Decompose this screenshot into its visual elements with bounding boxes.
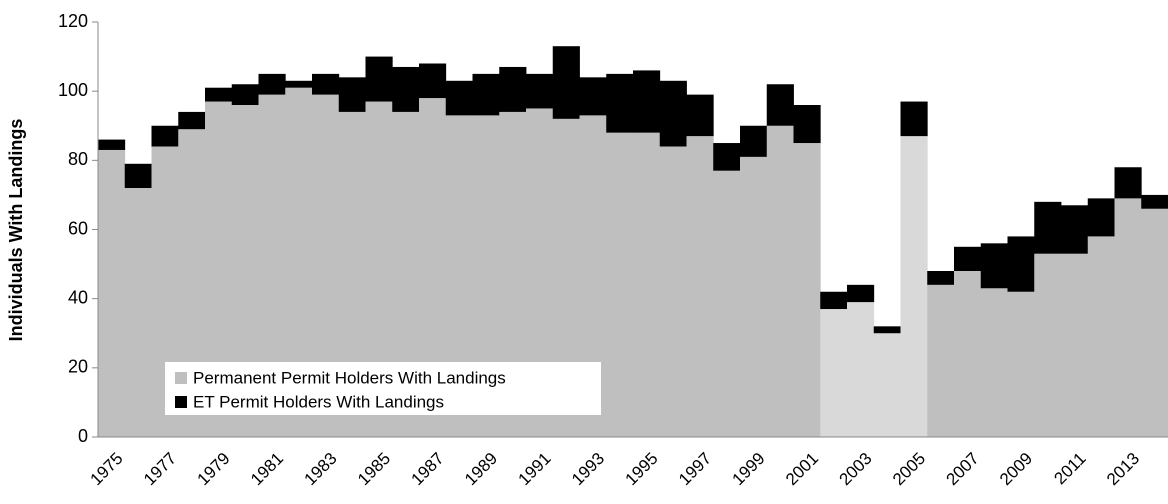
y-tick-label: 60 xyxy=(68,218,88,238)
bar-segment xyxy=(713,143,741,171)
x-tick-label: 1995 xyxy=(622,449,662,489)
bar-segment xyxy=(606,132,634,437)
y-tick-label: 0 xyxy=(78,426,88,446)
x-tick-label: 1993 xyxy=(568,449,608,489)
x-tick-label: 1991 xyxy=(515,449,555,489)
bar-segment xyxy=(633,70,661,133)
legend-box xyxy=(165,362,601,415)
x-tick-label: 2013 xyxy=(1103,449,1143,489)
bar-segment xyxy=(1034,201,1062,254)
bar-segment xyxy=(365,56,393,102)
bar-segment xyxy=(419,63,447,99)
bar-segment xyxy=(1034,253,1062,437)
bar-segment xyxy=(954,271,982,437)
x-tick-label: 1979 xyxy=(194,449,234,489)
bar-segment xyxy=(713,170,741,438)
bar-segment xyxy=(1141,208,1168,437)
bar-segment xyxy=(980,288,1008,437)
bar-segment xyxy=(766,125,794,437)
x-tick-label: 2011 xyxy=(1050,449,1089,488)
bar-segment xyxy=(124,163,152,188)
x-tick-label: 2003 xyxy=(836,449,876,489)
bar-segment xyxy=(820,309,848,437)
x-tick-label: 2001 xyxy=(782,449,822,489)
bar-segment xyxy=(847,284,875,303)
bar-segment xyxy=(927,271,955,285)
bar-segment xyxy=(900,136,928,437)
bar-segment xyxy=(392,66,420,112)
bar-segment xyxy=(980,243,1008,289)
bar-segment xyxy=(231,84,259,105)
bar-segment xyxy=(445,80,473,116)
x-tick-label: 1999 xyxy=(729,449,769,489)
bar-segment xyxy=(633,132,661,437)
bar-segment xyxy=(338,77,366,112)
bar-segment xyxy=(847,302,875,437)
bar-segment xyxy=(1114,198,1142,437)
x-tick-label: 2007 xyxy=(943,449,983,489)
bar-segment xyxy=(766,84,794,126)
bar-segment xyxy=(1061,205,1089,254)
x-tick-label: 1977 xyxy=(140,449,180,489)
bar-segment xyxy=(1087,236,1115,437)
bar-segment xyxy=(954,246,982,271)
x-tick-label: 1975 xyxy=(87,449,127,489)
bar-segment xyxy=(686,136,714,437)
x-tick-label: 1997 xyxy=(675,449,715,489)
bar-segment xyxy=(1007,291,1035,437)
y-tick-label: 120 xyxy=(58,11,88,31)
legend-label: Permanent Permit Holders With Landings xyxy=(193,368,506,387)
x-tick-label: 1987 xyxy=(408,449,448,489)
bar-segment xyxy=(178,111,206,130)
bar-segment xyxy=(552,46,580,119)
bar-segment xyxy=(873,326,901,334)
bar-segment xyxy=(1061,253,1089,437)
bar-segment xyxy=(1007,236,1035,292)
bar-segment xyxy=(793,143,821,437)
bar-segment xyxy=(499,66,527,112)
legend-swatch xyxy=(175,372,187,384)
bar-segment xyxy=(258,73,286,95)
x-tick-label: 2009 xyxy=(996,449,1036,489)
bar-segment xyxy=(927,284,955,437)
bar-segment xyxy=(740,125,768,157)
y-tick-label: 100 xyxy=(58,80,88,100)
bar-segment xyxy=(1114,167,1142,199)
y-tick-label: 40 xyxy=(68,287,88,307)
x-tick-label: 1983 xyxy=(301,449,341,489)
bar-segment xyxy=(285,80,313,88)
bar-segment xyxy=(124,188,152,437)
bar-segment xyxy=(740,156,768,437)
y-axis-label: Individuals With Landings xyxy=(6,119,26,342)
x-tick-label: 2005 xyxy=(889,449,929,489)
bar-segment xyxy=(205,87,233,102)
legend-swatch xyxy=(175,396,187,408)
bar-segment xyxy=(98,149,126,438)
bar-segment xyxy=(659,80,687,147)
bar-segment xyxy=(686,94,714,137)
bar-segment xyxy=(873,333,901,437)
bar-segment xyxy=(1087,198,1115,237)
bar-segment xyxy=(659,146,687,437)
legend-label: ET Permit Holders With Landings xyxy=(193,392,444,411)
bar-segment xyxy=(820,291,848,310)
y-tick-label: 20 xyxy=(68,357,88,377)
bar-segment xyxy=(312,73,340,95)
x-tick-label: 1989 xyxy=(461,449,501,489)
bar-segment xyxy=(606,73,634,133)
x-tick-label: 1981 xyxy=(247,449,287,489)
bar-segment xyxy=(793,105,821,144)
bar-segment xyxy=(579,77,607,116)
bar-segment xyxy=(1141,194,1168,209)
bar-segment xyxy=(98,139,126,150)
x-tick-label: 1985 xyxy=(354,449,394,489)
bar-segment xyxy=(151,125,179,147)
y-tick-label: 80 xyxy=(68,149,88,169)
bar-segment xyxy=(526,73,554,109)
bar-segment xyxy=(472,73,500,116)
bar-segment xyxy=(900,101,928,137)
